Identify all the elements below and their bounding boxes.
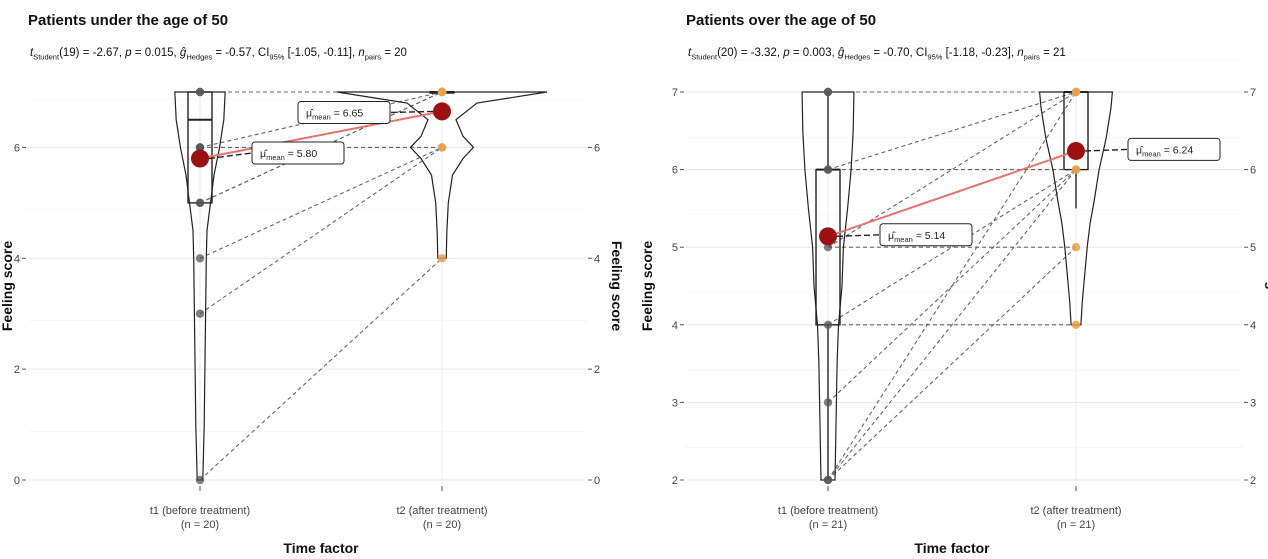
mean-label-leader (208, 152, 253, 160)
data-point-t1 (195, 475, 205, 485)
y-tick-label: 2 (14, 364, 20, 376)
paired-line (827, 246, 1077, 481)
y-tick-label-right: 6 (1250, 165, 1256, 177)
paired-line (827, 169, 1077, 403)
x-tick-label-n: (n = 21) (1057, 519, 1095, 531)
data-point-t1 (823, 243, 833, 252)
mean-label-box (879, 223, 973, 247)
data-point-t2 (437, 254, 447, 263)
y-axis-title: Feeling score (0, 241, 15, 331)
y-tick-label-right: 5 (1250, 242, 1256, 254)
paired-line (199, 257, 443, 481)
mean-point (433, 102, 451, 121)
violin-shape (1038, 91, 1114, 326)
data-point-t2 (1071, 320, 1081, 329)
data-point-t1 (823, 165, 833, 174)
mean-label-box (297, 101, 391, 125)
x-tick-label: t2 (after treatment) (1030, 505, 1121, 517)
x-tick-label: t1 (before treatment) (150, 505, 250, 517)
y-tick-label-right: 2 (594, 364, 600, 376)
paired-line (199, 146, 443, 259)
chart-plot-area: 0 0 2 2 4 4 6 6 μ̂mean = 5.80 μ̂mean = 6.65 t1 (be… (0, 87, 625, 556)
data-point-t1 (823, 320, 833, 329)
y-axis-title-right: Feeling score (1265, 241, 1268, 331)
y-tick-label: 6 (14, 142, 20, 154)
y-tick-label: 4 (14, 253, 20, 265)
violin-shape (801, 91, 855, 481)
data-point-t2 (437, 87, 447, 97)
mean-label: μ̂mean = 5.14 (888, 230, 945, 244)
y-tick-label-right: 2 (1250, 475, 1256, 487)
mean-label-leader (836, 234, 881, 238)
chart-panel-under-50: Patients under the age of 50 tStudent(19… (0, 12, 625, 556)
mean-connector-line (827, 150, 1077, 238)
y-tick-label-right: 3 (1250, 397, 1256, 409)
y-axis-title: Feeling score (639, 241, 655, 331)
mean-point (1067, 141, 1085, 160)
data-point-t1 (195, 87, 205, 97)
y-tick-label: 6 (672, 165, 678, 177)
x-tick-label-n: (n = 20) (181, 519, 219, 531)
x-tick-label-n: (n = 21) (809, 519, 847, 531)
y-tick-label-right: 4 (594, 253, 600, 265)
data-point-t2 (437, 143, 447, 152)
data-point-t1 (195, 309, 205, 318)
mean-label-box (1127, 137, 1221, 161)
mean-label-leader (1084, 148, 1129, 152)
data-point-t1 (823, 398, 833, 407)
chart-plot-area: 2 2 3 3 4 4 5 5 6 6 7 7 μ̂mean = 5.14 μ̂mean = 6.24 t1… (639, 59, 1268, 556)
mean-label-box (251, 141, 345, 165)
y-tick-label-right: 4 (1250, 320, 1256, 332)
chart-panel-over-50: Patients over the age of 50 tStudent(20)… (634, 0, 1268, 559)
chart-subtitle-stats: tStudent(20) = -3.32, p = 0.003, ĝHedges… (688, 47, 1066, 62)
x-tick-label: t1 (before treatment) (778, 505, 878, 517)
chart-title: Patients over the age of 50 (686, 12, 877, 29)
x-axis-title: Time factor (283, 540, 359, 556)
data-point-t1 (195, 143, 205, 152)
mean-point (191, 149, 209, 168)
data-point-t1 (195, 198, 205, 208)
paired-line (827, 169, 1077, 481)
violin-shape (174, 91, 226, 481)
y-tick-label: 3 (672, 397, 678, 409)
data-point-t1 (195, 254, 205, 263)
mean-label: μ̂mean = 5.80 (260, 148, 317, 162)
data-point-t1 (823, 87, 833, 97)
y-tick-label-right: 6 (594, 142, 600, 154)
chart-title: Patients under the age of 50 (28, 12, 229, 29)
data-point-t1 (823, 475, 833, 485)
paired-line (199, 91, 443, 148)
x-axis-title: Time factor (914, 540, 990, 556)
violin-shape (336, 91, 548, 259)
mean-label: μ̂mean = 6.65 (306, 108, 363, 122)
x-tick-label-n: (n = 20) (423, 519, 461, 531)
mean-point (819, 227, 837, 246)
mean-connector-line (199, 110, 443, 160)
y-tick-label: 4 (672, 320, 678, 332)
mean-label: μ̂mean = 6.24 (1136, 144, 1193, 158)
y-axis-title-right: Feeling score (609, 241, 625, 331)
chart-subtitle-stats: tStudent(19) = -2.67, p = 0.015, ĝHedges… (30, 47, 407, 62)
paired-line (827, 91, 1077, 171)
y-tick-label: 7 (672, 87, 678, 99)
y-tick-label: 5 (672, 242, 678, 254)
paired-line (199, 146, 443, 315)
data-point-t2 (1071, 87, 1081, 97)
mean-label-leader (389, 110, 434, 114)
y-tick-label: 0 (14, 475, 20, 487)
y-tick-label-right: 0 (594, 475, 600, 487)
y-tick-label-right: 7 (1250, 87, 1256, 99)
data-point-t2 (1071, 243, 1081, 252)
data-point-t2 (1071, 165, 1081, 174)
y-tick-label: 2 (672, 475, 678, 487)
x-tick-label: t2 (after treatment) (396, 505, 487, 517)
